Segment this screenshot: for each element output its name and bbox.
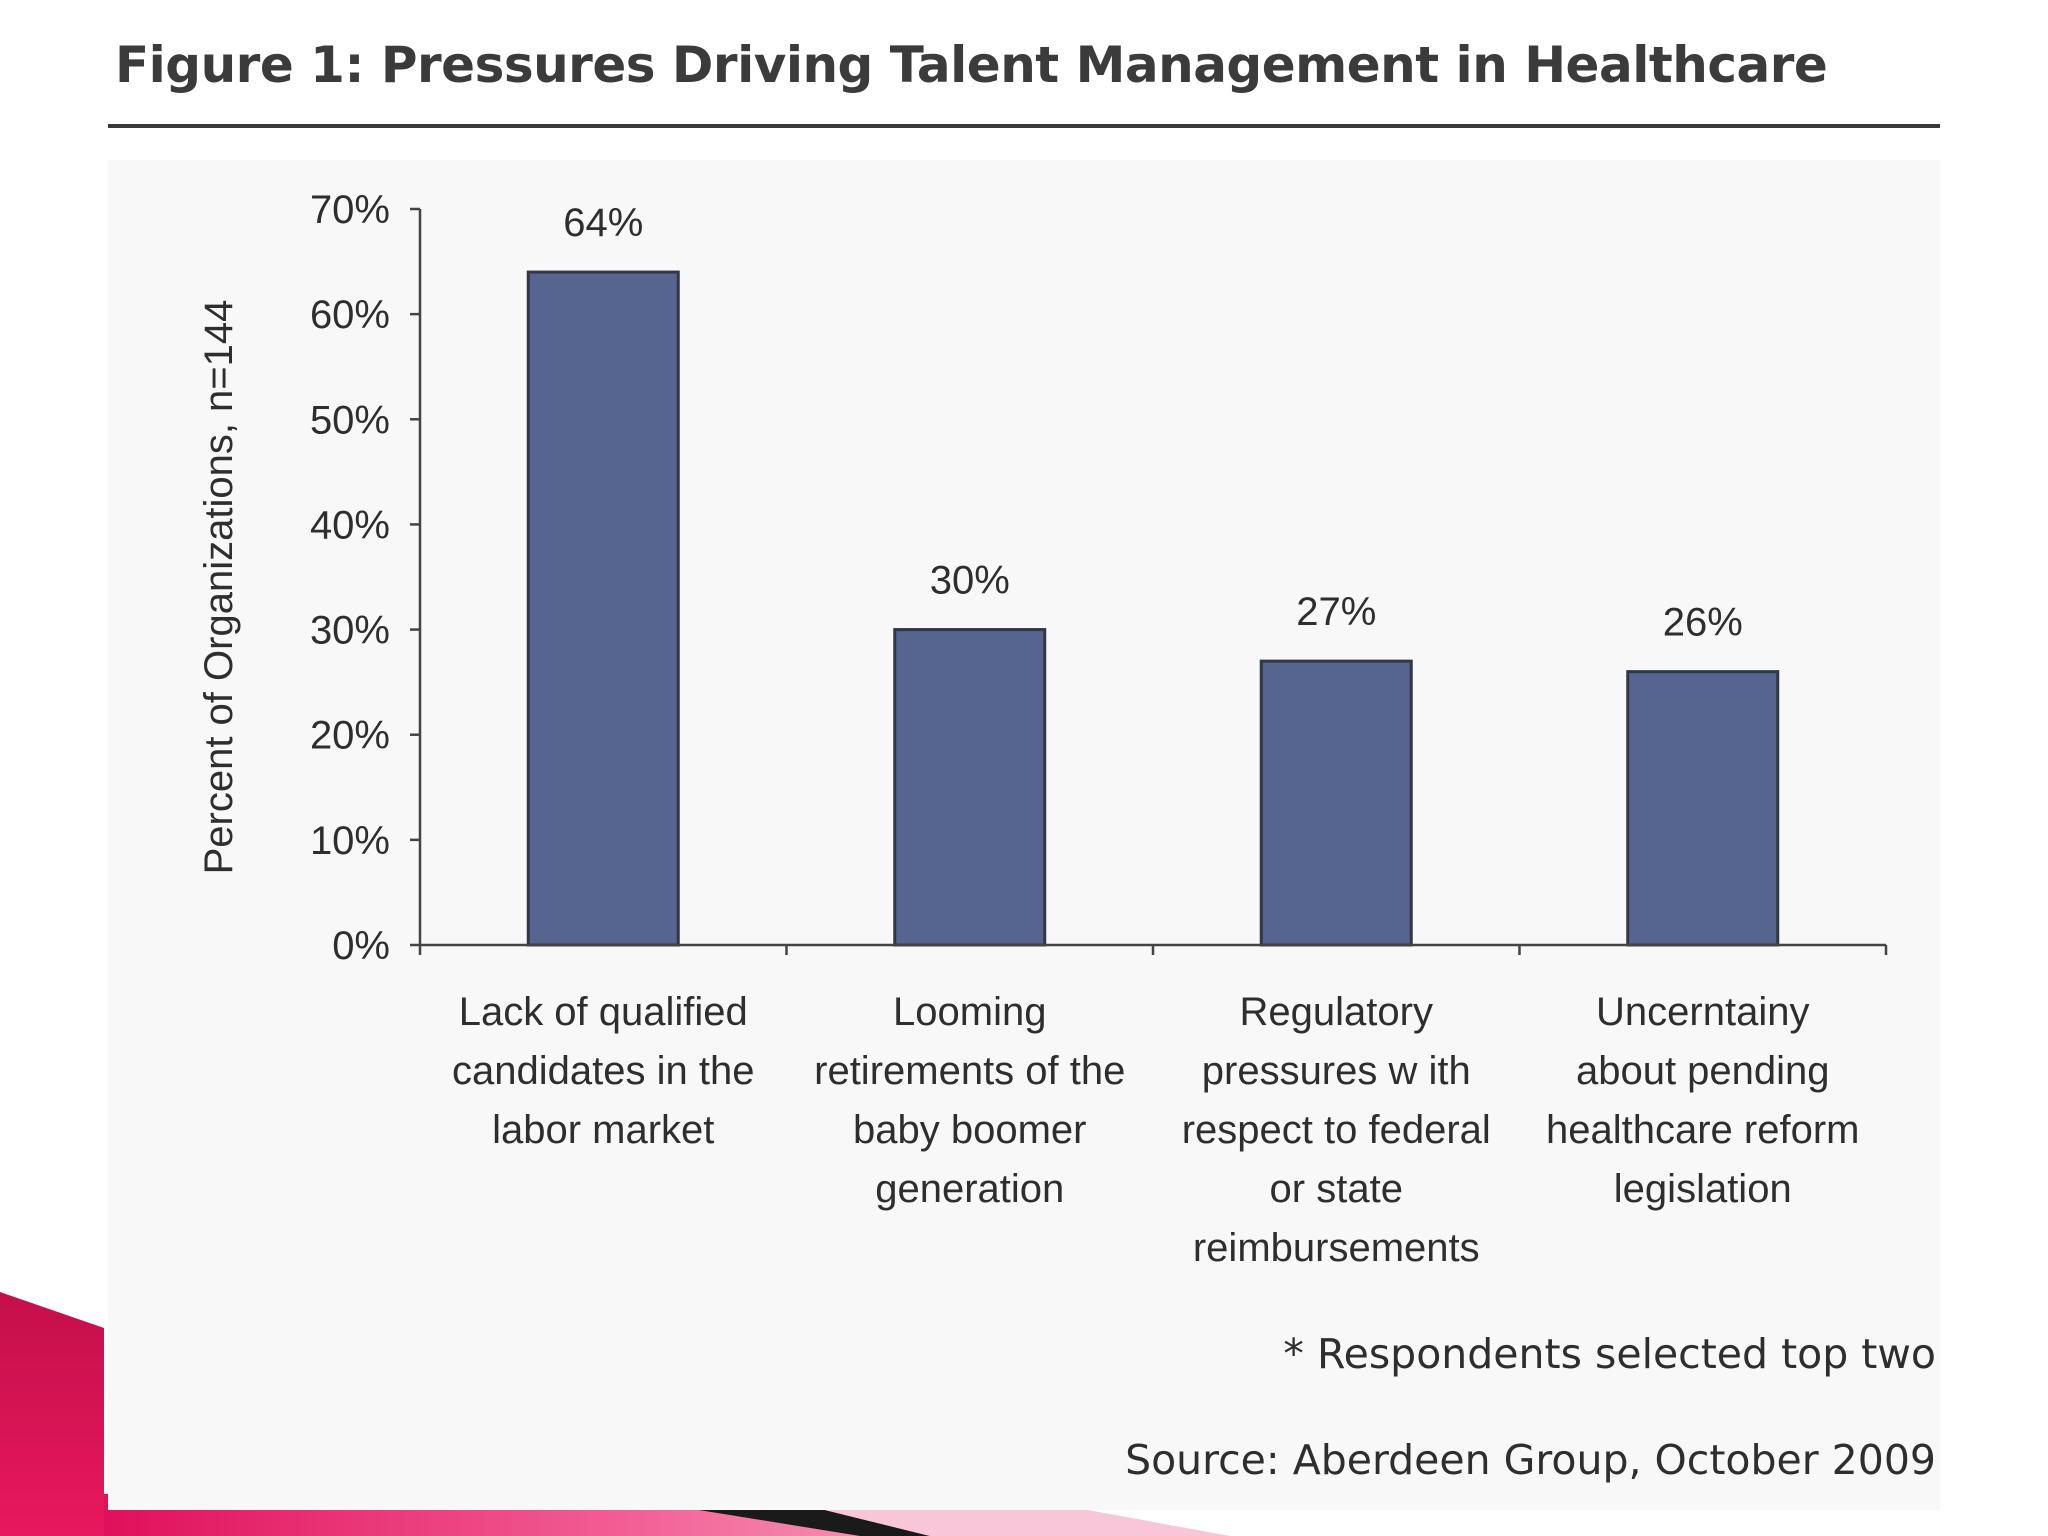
category-label-1: Lack of qualified candidates in the labor … — [423, 983, 783, 1160]
value-label-4: 26% — [1663, 601, 1743, 645]
y-tick-label-70: 70% — [310, 188, 390, 232]
value-label-2: 30% — [930, 559, 1010, 603]
category-label-4-line-1: Uncerntainy — [1596, 990, 1810, 1034]
category-label-3-line-5: reimbursements — [1192, 1226, 1480, 1270]
y-tick-label-0: 0% — [332, 924, 390, 968]
y-tick-label-50: 50% — [310, 398, 390, 442]
category-label-2-line-2: retirements of the — [814, 1049, 1126, 1093]
y-axis-title: Percent of Organizations, n=144 — [197, 300, 241, 875]
category-label-3-line-2: pressures w ith — [1201, 1049, 1471, 1093]
category-label-2-line-4: generation — [875, 1167, 1065, 1211]
category-label-1-line-1: Lack of qualified — [458, 990, 748, 1034]
category-label-3: Regulatory pressures w ith respect to fede… — [1156, 983, 1516, 1278]
respondents-footnote: * Respondents selected top two — [1283, 1330, 1936, 1378]
category-label-2: Looming retirements of the baby boomer gene… — [790, 983, 1150, 1219]
category-label-3-line-3: respect to federal — [1181, 1108, 1491, 1152]
value-label-3: 27% — [1296, 590, 1376, 634]
y-tick-label-20: 20% — [310, 714, 390, 758]
y-tick-label-40: 40% — [310, 503, 390, 547]
category-label-4-line-3: healthcare reform — [1546, 1108, 1860, 1152]
title-rule — [108, 124, 1940, 128]
category-label-2-line-3: baby boomer — [853, 1108, 1087, 1152]
category-label-2-line-1: Looming — [893, 990, 1047, 1034]
bar-chart: 64% 30% 27% 26% 0% 10% 20% 30% 40% 50% 60% 70% Perce… — [197, 188, 1888, 968]
category-label-3-line-4: or state — [1269, 1167, 1403, 1211]
figure-title: Figure 1: Pressures Driving Talent Manag… — [115, 36, 1828, 94]
y-tick-label-30: 30% — [310, 609, 390, 653]
value-label-1: 64% — [563, 201, 643, 245]
source-note: Source: Aberdeen Group, October 2009 — [1125, 1436, 1936, 1484]
category-label-4: Uncerntainy about pending healthcare refor… — [1523, 983, 1883, 1219]
category-label-3-line-1: Regulatory — [1239, 990, 1433, 1034]
y-tick-label-60: 60% — [310, 293, 390, 337]
y-tick-label-10: 10% — [310, 819, 390, 863]
red-corner-accent — [0, 1292, 104, 1536]
bar-3 — [1259, 659, 1413, 947]
category-label-4-line-4: legislation — [1613, 1167, 1792, 1211]
bar-2 — [893, 628, 1047, 947]
category-label-4-line-2: about pending — [1575, 1049, 1830, 1093]
category-label-1-line-3: labor market — [492, 1108, 715, 1152]
bar-1 — [526, 270, 680, 947]
category-label-1-line-2: candidates in the — [452, 1049, 755, 1093]
bar-4 — [1626, 670, 1780, 947]
